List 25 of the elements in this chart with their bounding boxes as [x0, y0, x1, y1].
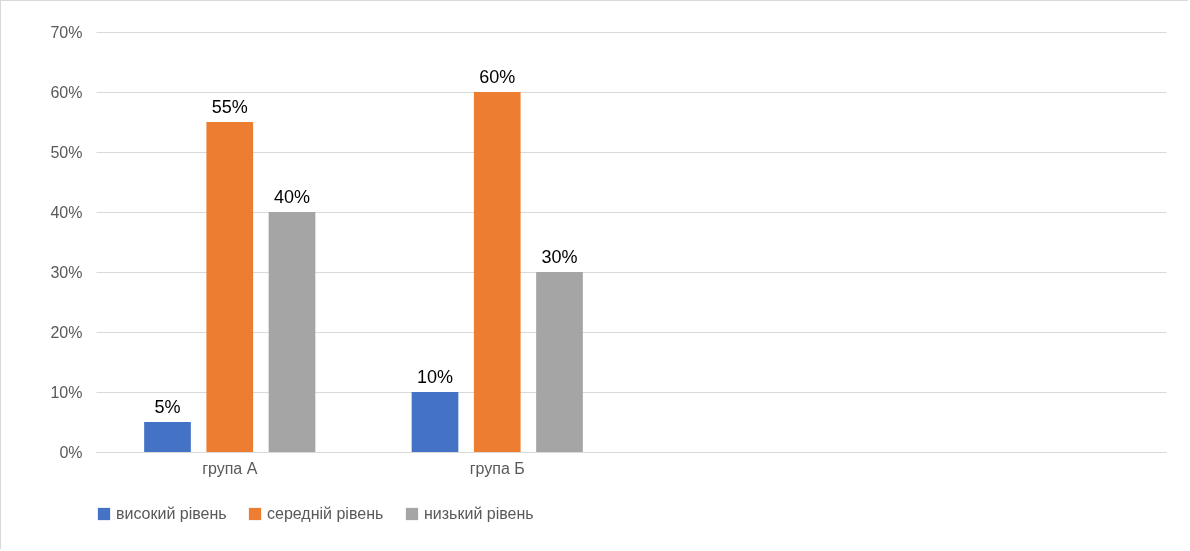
bar: [411, 392, 459, 452]
legend-label: низький рівень: [424, 505, 534, 522]
data-label: 10%: [416, 367, 454, 387]
legend-label: середній рівень: [267, 505, 384, 522]
data-label: 5%: [154, 397, 181, 417]
bar: [268, 212, 316, 452]
legend-label: високий рівень: [116, 505, 227, 522]
data-label: 60%: [479, 67, 516, 87]
y-tick-label: 0%: [59, 443, 83, 461]
bar: [473, 92, 521, 452]
y-tick-label: 40%: [50, 203, 83, 221]
y-tick-label: 30%: [50, 263, 83, 281]
y-tick-label: 50%: [50, 143, 83, 161]
data-label: 55%: [211, 97, 248, 117]
y-tick-label: 10%: [50, 383, 83, 401]
y-tick-label: 70%: [50, 23, 83, 41]
y-tick-label: 60%: [50, 83, 83, 101]
data-label: 40%: [273, 187, 311, 207]
x-tick-label: група А: [202, 459, 258, 477]
y-tick-label: 20%: [50, 323, 83, 341]
bar: [206, 122, 254, 452]
data-label: 30%: [541, 247, 578, 267]
bar: [536, 272, 583, 452]
x-tick-label: група Б: [469, 459, 525, 477]
bar: [144, 422, 191, 452]
